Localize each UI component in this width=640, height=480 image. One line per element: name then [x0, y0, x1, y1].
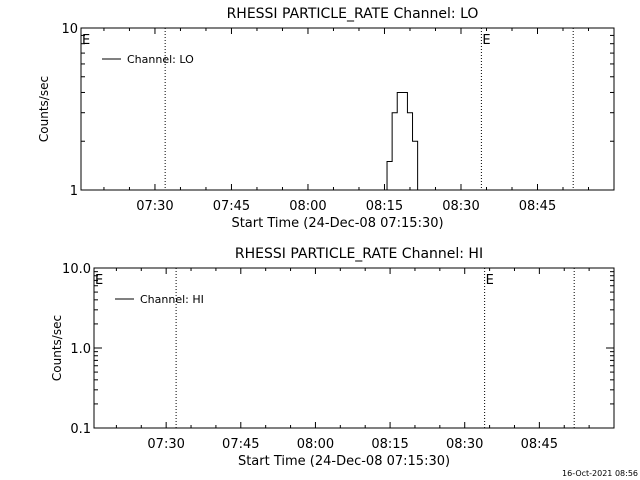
x-tick-label: 07:30 — [147, 437, 184, 452]
x-tick-label: 08:30 — [446, 437, 483, 452]
x-tick-label: 08:00 — [289, 199, 326, 214]
x-tick-label: 08:30 — [442, 199, 479, 214]
y-tick-label: 1 — [70, 184, 78, 199]
plot-2: RHESSI PARTICLE_RATE Channel: HI Start Ti… — [50, 246, 615, 469]
event-label: E — [482, 33, 490, 48]
x-tick-label: 07:30 — [136, 199, 173, 214]
event-label: E — [95, 273, 103, 288]
y-tick-label: 1.0 — [70, 342, 91, 357]
y-axis-label: Counts/sec — [37, 76, 51, 142]
x-tick-label: 08:00 — [297, 437, 334, 452]
series-line — [381, 91, 423, 191]
x-tick-label: 07:45 — [213, 199, 250, 214]
plot-1: RHESSI PARTICLE_RATE Channel: LO Start Ti… — [37, 6, 615, 231]
event-label: E — [82, 33, 90, 48]
y-tick-label: 10.0 — [62, 262, 91, 277]
y-tick-label: 10 — [61, 22, 78, 37]
plot-frame — [93, 267, 615, 429]
y-tick-label: 0.1 — [70, 422, 91, 437]
x-axis-label: Start Time (24-Dec-08 07:15:30) — [238, 454, 450, 469]
x-tick-label: 08:15 — [371, 437, 408, 452]
footer-timestamp: 16-Oct-2021 08:56 — [562, 469, 638, 478]
legend-entry: Channel: HI — [140, 293, 204, 306]
y-axis-label: Counts/sec — [50, 315, 64, 381]
event-label: E — [486, 273, 494, 288]
legend-entry: Channel: LO — [127, 53, 194, 66]
x-tick-label: 08:15 — [366, 199, 403, 214]
x-axis-label: Start Time (24-Dec-08 07:15:30) — [231, 216, 443, 231]
chart-title: RHESSI PARTICLE_RATE Channel: HI — [235, 246, 483, 262]
chart-title: RHESSI PARTICLE_RATE Channel: LO — [227, 6, 479, 22]
x-tick-label: 08:45 — [521, 437, 558, 452]
plot-frame — [80, 27, 615, 191]
x-tick-label: 07:45 — [222, 437, 259, 452]
x-tick-label: 08:45 — [519, 199, 556, 214]
